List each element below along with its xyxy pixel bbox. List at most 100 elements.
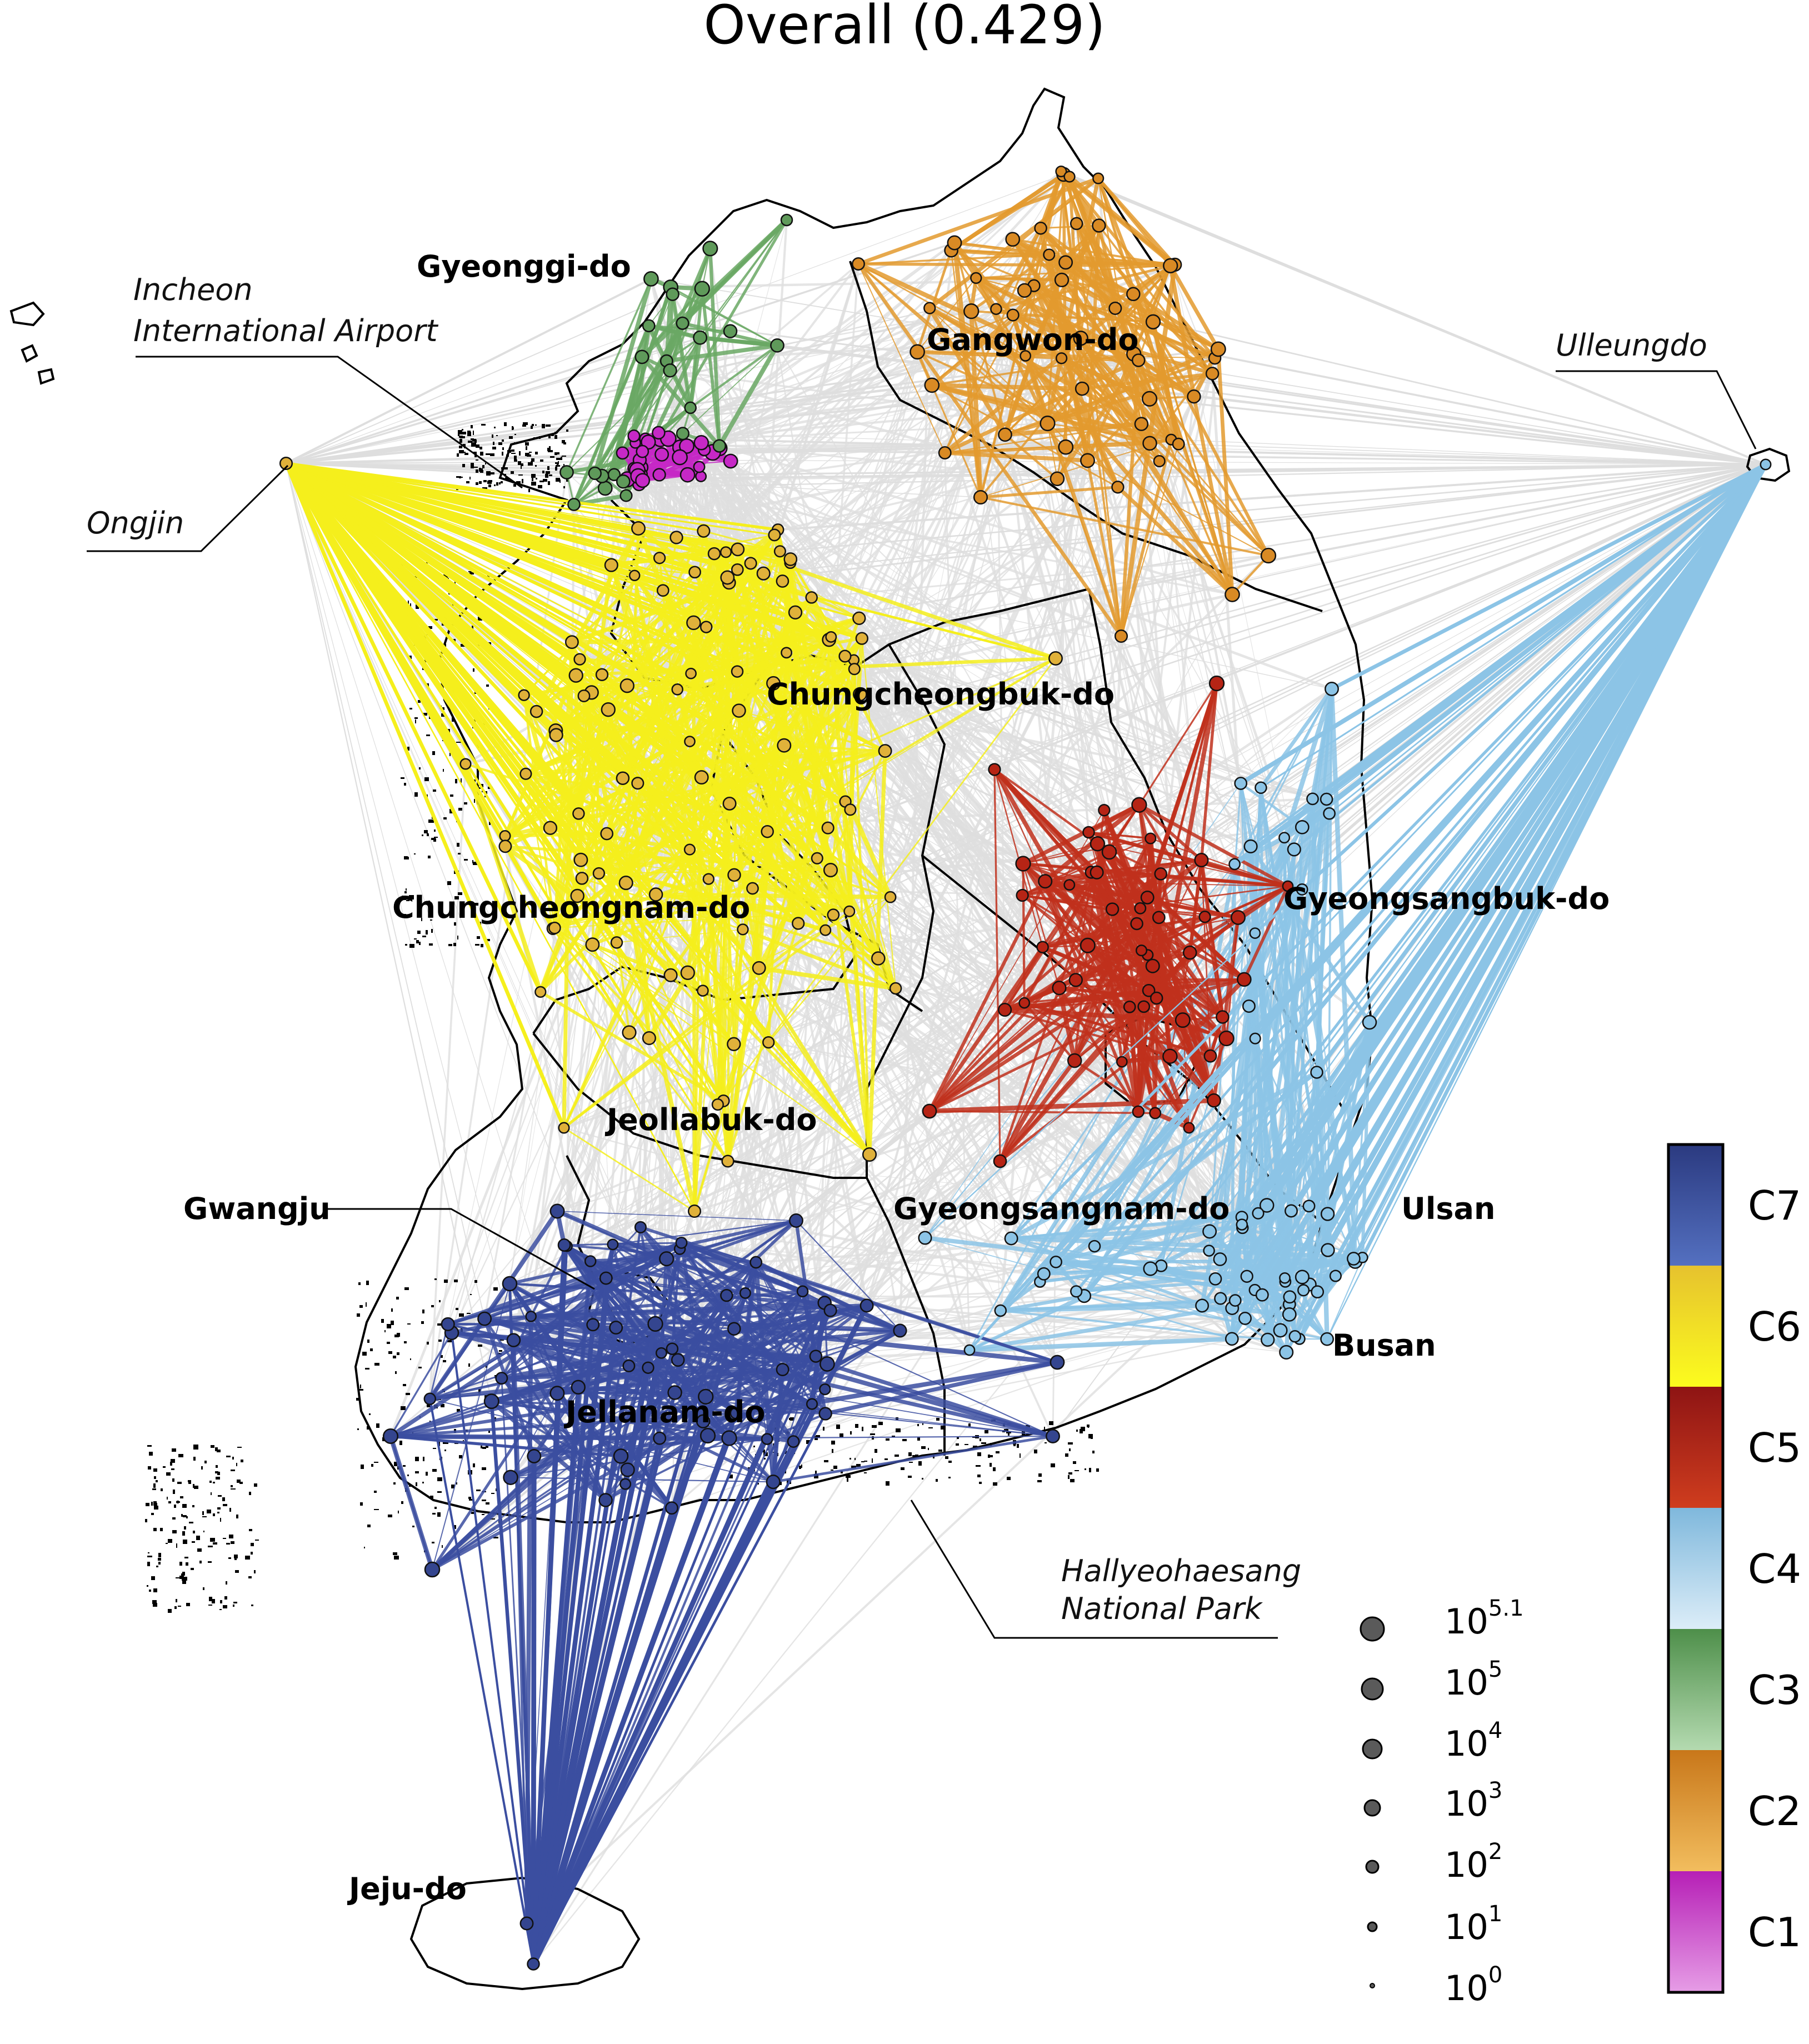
node-c5-29 — [998, 1002, 1012, 1017]
colorbar-frame — [1667, 1143, 1725, 1994]
node-c2-1 — [910, 344, 925, 360]
node-c6-58 — [761, 824, 774, 838]
node-c2-28 — [1111, 481, 1125, 494]
node-c6-46 — [585, 937, 600, 952]
node-c6-60 — [852, 611, 866, 625]
node-c6-86 — [843, 905, 856, 917]
node-c6-53 — [498, 839, 512, 853]
node-c6-31 — [656, 584, 669, 597]
node-c4-63 — [1143, 1261, 1158, 1276]
node-c6-41 — [610, 936, 623, 949]
node-c4-17 — [1213, 1252, 1227, 1266]
node-c4-10 — [1311, 1285, 1325, 1299]
node-c3-3 — [676, 316, 689, 330]
node-c3-11 — [693, 330, 708, 345]
node-c4-7 — [1329, 1270, 1342, 1282]
colorbar-segment-c1 — [1668, 1871, 1723, 1992]
node-c3-19 — [597, 481, 613, 496]
node-c4-16 — [1261, 1332, 1275, 1347]
node-c5-41 — [1067, 1053, 1082, 1068]
node-c2-27 — [1205, 367, 1220, 381]
size-legend-marker-3 — [1363, 1799, 1381, 1817]
size-legend-label-3: 103 — [1445, 1778, 1502, 1824]
node-c7-25 — [818, 1407, 832, 1421]
node-c2-49 — [1063, 171, 1076, 183]
node-c4-20 — [1279, 1272, 1291, 1284]
node-c4-29 — [1203, 1245, 1215, 1257]
node-c5-33 — [1131, 797, 1147, 813]
node-c6-0 — [731, 665, 744, 678]
node-c6-80 — [570, 888, 584, 903]
colorbar-label-c6: C6 — [1748, 1303, 1801, 1350]
node-c6-56 — [852, 687, 867, 702]
node-c5-47 — [988, 763, 1001, 776]
node-c1-24 — [672, 449, 688, 466]
size-legend-label-1: 105 — [1445, 1657, 1502, 1703]
node-c4-64 — [1760, 458, 1772, 471]
callout-hallyeo-line2: National Park — [1061, 1591, 1263, 1626]
node-c6-43 — [746, 882, 759, 895]
node-c1-33 — [693, 435, 709, 451]
node-c5-2 — [1080, 937, 1096, 953]
node-c3-10 — [694, 281, 710, 297]
node-c6-83 — [827, 908, 840, 921]
node-c3-13 — [712, 439, 726, 453]
node-c2-22 — [1108, 301, 1122, 315]
node-c7-62 — [1046, 1429, 1060, 1443]
node-c6-73 — [595, 668, 609, 681]
node-c6-106 — [1048, 651, 1063, 666]
node-c3-5 — [702, 241, 718, 257]
node-c6-62 — [727, 1037, 741, 1051]
node-c2-54 — [1114, 629, 1128, 643]
map-title: Overall (0.429) — [703, 0, 1105, 56]
node-c6-14 — [731, 542, 745, 557]
label-jeju-do: Jeju-do — [347, 1871, 467, 1906]
node-c6-66 — [702, 873, 714, 885]
node-c7-65 — [519, 1916, 534, 1931]
node-c6-42 — [648, 887, 663, 902]
node-c5-39 — [1068, 973, 1083, 987]
node-c7-53 — [584, 1255, 597, 1267]
node-c3-15 — [666, 287, 679, 301]
size-legend: 105.1 105 104 103 102 101 100 — [1360, 1596, 1524, 2008]
node-c2-24 — [1134, 417, 1149, 431]
node-c3-18 — [616, 474, 631, 489]
node-c4-18 — [1295, 1270, 1310, 1285]
node-c4-53 — [1296, 883, 1308, 896]
node-c2-52 — [1260, 547, 1277, 564]
node-c6-105 — [459, 758, 472, 770]
node-c4-24 — [1195, 1298, 1210, 1313]
node-c6-68 — [568, 668, 583, 683]
node-c7-9 — [586, 1318, 600, 1332]
node-c6-15 — [671, 683, 683, 696]
node-c4-51 — [1287, 842, 1301, 857]
node-c6-108 — [687, 1204, 702, 1218]
node-c2-43 — [1058, 439, 1074, 455]
node-c7-59 — [789, 1213, 803, 1228]
node-c6-26 — [762, 1036, 775, 1049]
node-c6-23 — [529, 704, 543, 718]
node-c6-5 — [811, 852, 823, 864]
node-c7-29 — [796, 1285, 809, 1298]
node-c3-14 — [684, 401, 697, 414]
node-c5-11 — [1130, 917, 1143, 931]
node-c3-7 — [663, 363, 677, 378]
node-c6-32 — [680, 965, 695, 980]
node-c3-12 — [676, 427, 689, 441]
node-c2-2 — [1145, 314, 1161, 329]
node-c4-33 — [1214, 1292, 1227, 1305]
node-c6-61 — [686, 615, 701, 631]
node-c7-50 — [727, 1322, 741, 1336]
node-c5-46 — [1208, 675, 1225, 692]
node-c6-55 — [573, 653, 586, 666]
node-c7-18 — [696, 1414, 711, 1428]
node-c6-49 — [792, 917, 805, 930]
node-c2-20 — [1043, 248, 1056, 261]
node-c5-36 — [1218, 1030, 1235, 1047]
node-c6-69 — [694, 770, 709, 785]
node-c2-45 — [1034, 221, 1047, 235]
node-c7-34 — [806, 1398, 818, 1410]
node-c6-10 — [711, 1098, 724, 1111]
node-c6-63 — [732, 703, 746, 718]
node-c4-65 — [1325, 682, 1339, 696]
